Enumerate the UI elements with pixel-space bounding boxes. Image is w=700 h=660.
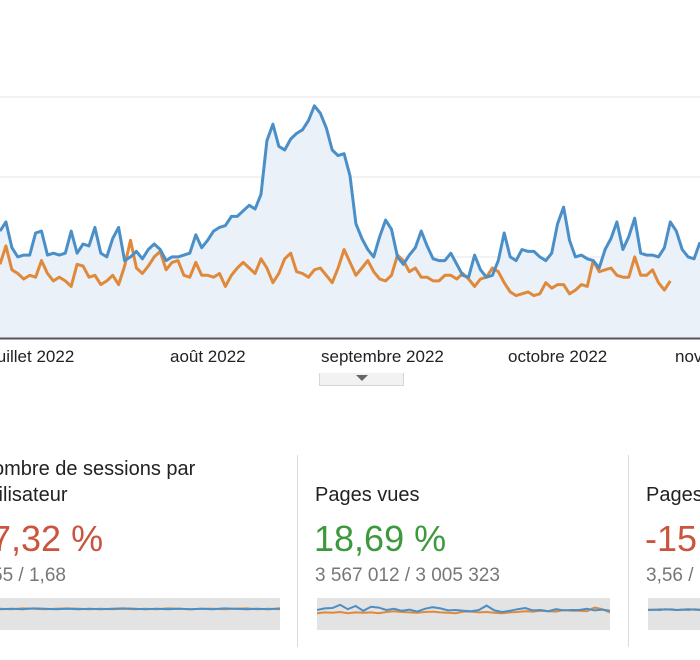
card-percent-change: -15 [645,518,698,559]
x-tick-label-novembre: nov [675,347,700,366]
card-comparison-values: 3 567 012 / 3 005 323 [315,565,500,586]
current-period-area [0,105,700,338]
sparkline-current-period [648,608,700,612]
card-title-line1: ombre de sessions par [0,458,196,480]
previous-period-line [0,238,672,298]
card-divider [297,455,298,647]
x-tick-label-aout: août 2022 [170,347,246,366]
card-sparkline [317,598,610,630]
sessions-line-chart [0,96,700,340]
card-comparison-values: 55 / 1,68 [0,565,66,586]
chart-collapse-toggle[interactable] [319,373,404,386]
sparkline-background [317,598,610,630]
x-tick-label-septembre: septembre 2022 [321,347,444,366]
sparkline-background [0,598,280,630]
card-comparison-values: 3,56 / [646,565,694,586]
chevron-down-icon [356,375,368,381]
card-title: Pages [646,484,700,506]
card-title: Pages vues [315,484,420,506]
sparkline-current-period [317,603,610,614]
sparkline-background [648,598,700,630]
card-title-line2: tilisateur [0,484,68,506]
card-percent-change: 18,69 % [314,518,447,559]
current-period-line [0,104,700,279]
sparkline-current-period [0,607,280,611]
card-sparkline [648,598,700,630]
x-tick-label-juillet: juillet 2022 [0,347,75,366]
card-sparkline [0,598,280,630]
x-tick-label-octobre: octobre 2022 [508,347,608,366]
card-percent-change: 7,32 % [0,518,104,559]
card-divider [628,455,629,647]
